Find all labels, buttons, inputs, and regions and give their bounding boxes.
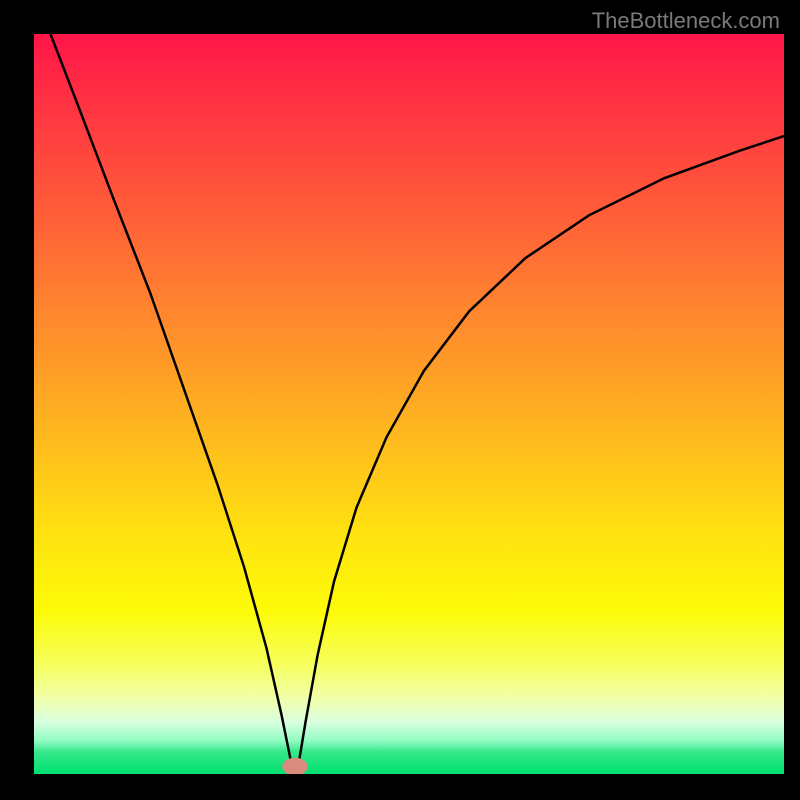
gradient-background <box>34 34 784 774</box>
watermark-text: TheBottleneck.com <box>592 8 780 34</box>
plot-area <box>34 34 784 774</box>
chart-svg <box>34 34 784 774</box>
